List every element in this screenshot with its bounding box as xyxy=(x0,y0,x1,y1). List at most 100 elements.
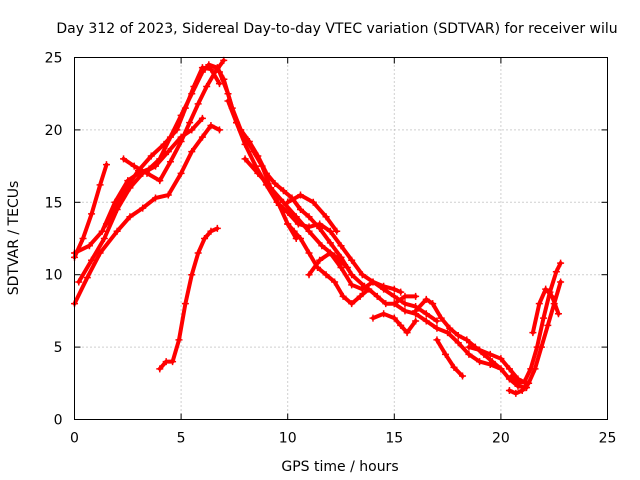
data-point xyxy=(401,300,409,308)
data-point xyxy=(486,350,494,358)
data-point xyxy=(333,227,341,235)
data-point xyxy=(156,177,164,185)
data-point xyxy=(143,169,151,177)
data-point xyxy=(497,355,505,363)
series-trace xyxy=(413,297,529,390)
data-point xyxy=(465,343,473,351)
data-point xyxy=(518,387,526,395)
data-point xyxy=(339,292,347,300)
series-arc-17 xyxy=(412,295,530,392)
data-point xyxy=(120,155,128,163)
data-point xyxy=(267,184,275,192)
data-series xyxy=(71,56,565,397)
data-point xyxy=(382,300,390,308)
series-trace xyxy=(434,337,465,379)
data-point xyxy=(224,97,232,105)
data-point xyxy=(156,155,164,163)
data-point xyxy=(305,227,313,235)
data-point xyxy=(441,350,449,358)
series-arc-12 xyxy=(284,191,341,235)
data-point xyxy=(326,227,334,235)
data-point xyxy=(296,235,304,242)
data-point xyxy=(126,213,134,221)
y-axis-label: SDTVAR / TECUs xyxy=(6,181,22,296)
data-point xyxy=(305,213,313,221)
y-tick-label: 10 xyxy=(45,268,63,284)
data-point xyxy=(169,358,177,366)
data-point xyxy=(552,268,560,276)
data-point xyxy=(186,119,194,127)
series-arc-5 xyxy=(120,56,228,185)
series-trace xyxy=(157,226,220,371)
data-point xyxy=(397,321,405,329)
data-point xyxy=(529,329,537,337)
data-point xyxy=(326,239,334,247)
data-point xyxy=(390,314,398,322)
data-point xyxy=(85,242,93,250)
x-tick-label: 20 xyxy=(492,431,510,447)
data-point xyxy=(497,365,505,373)
data-point xyxy=(540,314,548,322)
series-arc-8 xyxy=(220,75,368,290)
x-axis-label: GPS time / hours xyxy=(281,459,398,475)
data-point xyxy=(198,114,206,122)
y-tick-label: 20 xyxy=(45,123,63,139)
data-point xyxy=(215,68,223,76)
data-point xyxy=(548,292,556,300)
data-point xyxy=(147,152,155,160)
data-point xyxy=(215,80,223,88)
x-tick-label: 15 xyxy=(385,431,403,447)
data-point xyxy=(412,292,420,300)
data-point xyxy=(233,119,241,127)
series-arc-13 xyxy=(284,220,420,308)
data-point xyxy=(190,82,198,90)
data-point xyxy=(508,372,516,380)
data-point xyxy=(318,242,326,250)
data-point xyxy=(181,104,189,112)
series-arc-2 xyxy=(71,122,223,308)
x-tick-label: 10 xyxy=(279,431,297,447)
data-point xyxy=(326,249,334,257)
series-arc-18 xyxy=(433,336,467,380)
data-point xyxy=(412,317,420,325)
data-point xyxy=(79,235,87,242)
data-point xyxy=(437,314,445,322)
data-point xyxy=(316,256,324,264)
data-point xyxy=(422,310,430,318)
data-point xyxy=(331,278,339,286)
data-point xyxy=(348,256,356,264)
data-point xyxy=(433,317,441,325)
data-point xyxy=(213,224,221,232)
data-point xyxy=(273,198,281,206)
data-point xyxy=(254,169,262,177)
data-point xyxy=(113,227,121,235)
series-trace xyxy=(221,77,367,289)
series-trace xyxy=(285,222,418,306)
data-point xyxy=(207,122,215,130)
data-point xyxy=(305,249,313,257)
data-point xyxy=(401,292,409,300)
series-arc-15 xyxy=(369,310,420,337)
data-point xyxy=(102,220,110,228)
data-point xyxy=(446,324,454,332)
data-point xyxy=(390,285,398,293)
series-arc-6 xyxy=(102,64,223,228)
data-point xyxy=(250,148,258,156)
data-point xyxy=(258,162,266,170)
data-point xyxy=(533,343,541,351)
data-point xyxy=(422,317,430,325)
data-point xyxy=(535,300,543,308)
series-trace xyxy=(243,156,350,270)
data-point xyxy=(100,235,108,242)
series-arc-14 xyxy=(305,249,441,325)
data-point xyxy=(454,339,462,347)
data-point xyxy=(369,278,377,286)
data-point xyxy=(177,137,185,145)
data-point xyxy=(337,242,345,250)
data-point xyxy=(348,300,356,308)
data-point xyxy=(188,271,196,279)
data-point xyxy=(224,90,232,98)
data-point xyxy=(527,365,535,373)
data-point xyxy=(309,198,317,206)
data-point xyxy=(450,363,458,371)
